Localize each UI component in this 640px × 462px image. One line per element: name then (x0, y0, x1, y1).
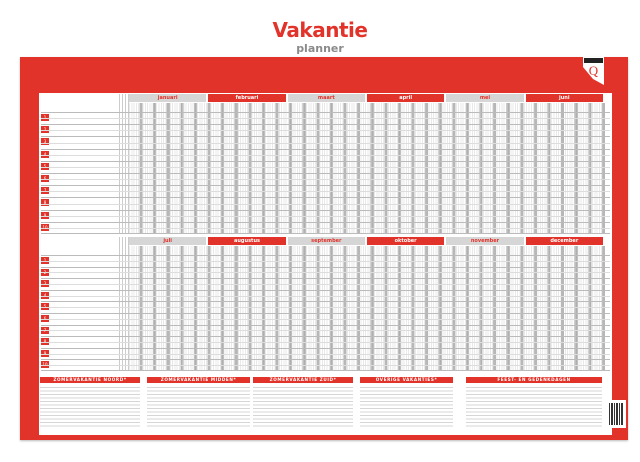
planner-subrow[interactable] (41, 203, 610, 205)
footer-section: ZOMERVAKANTIE MIDDEN* (147, 377, 250, 433)
planner-row[interactable]: 1 (41, 255, 610, 264)
row-number: 1 (41, 257, 49, 264)
row-number: 6 (41, 315, 49, 322)
planner-row[interactable]: 3 (41, 278, 610, 288)
planner-grid-first-half: januari februari maart april mei juni 1 2 3 4 5 6 7 8… (39, 94, 612, 234)
planner-row[interactable]: 9 (41, 347, 610, 357)
planner-subrow[interactable] (41, 118, 610, 120)
planner-subrow[interactable] (41, 154, 610, 156)
row-number: 8 (41, 338, 49, 346)
barcode-icon (606, 400, 626, 428)
planner-subrow[interactable] (41, 353, 610, 355)
row-number: 7 (41, 187, 49, 195)
footer-section: FEEST- EN GEDENKDAGEN (466, 377, 602, 433)
month-header: juli (129, 237, 207, 245)
row-number: 6 (41, 175, 49, 182)
footer-section: ZOMERVAKANTIE ZUID* (253, 377, 353, 433)
row-number: 3 (41, 138, 49, 146)
month-header: december (525, 237, 603, 245)
footer-heading: ZOMERVAKANTIE ZUID* (253, 377, 353, 383)
planner-subrow[interactable] (41, 272, 610, 274)
planner-subrow[interactable] (41, 307, 610, 309)
day-columns (129, 246, 605, 371)
planner-subrow[interactable] (41, 191, 610, 193)
planner-row[interactable]: 6 (41, 173, 610, 182)
day-columns (129, 103, 605, 234)
row-number: 8 (41, 199, 49, 207)
planner-row[interactable]: 8 (41, 197, 610, 207)
row-number: 4 (41, 150, 49, 158)
month-header: april (366, 94, 445, 102)
page-subtitle: planner (296, 42, 344, 55)
month-header: maart (287, 94, 365, 102)
planner-row[interactable]: 4 (41, 289, 610, 299)
row-number: 10 (41, 361, 49, 369)
row-number: 2 (41, 268, 49, 276)
planner-row[interactable]: 7 (41, 324, 610, 334)
planner-subrow[interactable] (41, 365, 610, 367)
planner-row[interactable]: 7 (41, 185, 610, 195)
planner-subrow[interactable] (41, 130, 610, 132)
row-number: 1 (41, 114, 49, 121)
month-header: oktober (366, 237, 445, 245)
planner-subrow[interactable] (41, 215, 610, 217)
month-header: juni (525, 94, 603, 102)
planner-subrow[interactable] (41, 295, 610, 297)
planner-subrow[interactable] (41, 342, 610, 343)
planner-row[interactable]: 8 (41, 336, 610, 346)
svg-text:Q: Q (589, 63, 599, 78)
footer-section: ZOMERVAKANTIE NOORD* (40, 377, 140, 433)
planner-row[interactable]: 5 (41, 160, 610, 170)
month-header: september (287, 237, 365, 245)
planner-row[interactable]: 1 (41, 112, 610, 121)
footer-heading: ZOMERVAKANTIE NOORD* (40, 377, 140, 383)
footer-heading: OVERIGE VAKANTIES* (360, 377, 453, 383)
planner-row[interactable]: 9 (41, 209, 610, 219)
month-header: mei (446, 94, 524, 102)
planner-panel: januari februari maart april mei juni 1 2 3 4 5 6 7 8… (39, 93, 612, 435)
planner-row[interactable]: 2 (41, 266, 610, 276)
planner-subrow[interactable] (41, 330, 610, 332)
planner-subrow[interactable] (41, 166, 610, 168)
footer-heading: ZOMERVAKANTIE MIDDEN* (147, 377, 250, 383)
planner-row[interactable]: 6 (41, 313, 610, 322)
month-header: augustus (208, 237, 286, 245)
planner-subrow[interactable] (41, 142, 610, 144)
planner-row[interactable]: 3 (41, 136, 610, 146)
planner-row[interactable]: 2 (41, 124, 610, 134)
row-number: 3 (41, 280, 49, 288)
footer-section: OVERIGE VAKANTIES* (360, 377, 453, 433)
planner-subrow[interactable] (41, 227, 610, 229)
row-number: 4 (41, 291, 49, 299)
month-header: november (446, 237, 524, 245)
footer-heading: FEEST- EN GEDENKDAGEN (466, 377, 602, 383)
row-number: 7 (41, 326, 49, 334)
planner-row[interactable]: 10 (41, 359, 610, 369)
month-header: januari (129, 94, 207, 102)
row-number: 5 (41, 162, 49, 170)
planner-subrow[interactable] (41, 179, 610, 181)
page-title: Vakantie (272, 18, 368, 42)
planner-row[interactable]: 5 (41, 301, 610, 311)
row-number: 5 (41, 303, 49, 311)
planner-row[interactable]: 4 (41, 148, 610, 158)
row-number: 9 (41, 349, 49, 357)
planner-subrow[interactable] (41, 284, 610, 285)
row-number: 2 (41, 126, 49, 134)
planner-row[interactable]: 10 (41, 221, 610, 231)
planner-subrow[interactable] (41, 260, 610, 262)
row-number: 10 (41, 223, 49, 231)
quantore-logo: Q (583, 57, 604, 85)
row-number: 9 (41, 211, 49, 219)
month-header: februari (208, 94, 286, 102)
planner-grid-second-half: juli augustus september oktober november dece… (39, 237, 612, 371)
planner-subrow[interactable] (41, 318, 610, 320)
